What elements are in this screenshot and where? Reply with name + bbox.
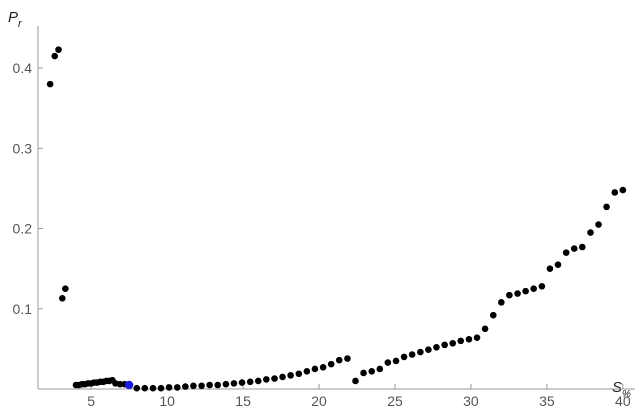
data-point (327, 360, 335, 368)
data-point (311, 365, 319, 373)
data-point (198, 382, 205, 390)
data-point (222, 380, 230, 388)
data-point (514, 290, 521, 297)
data-point (611, 189, 619, 196)
data-point (619, 186, 627, 194)
data-point (51, 52, 59, 60)
y-tick-label: 0.1 (13, 301, 33, 317)
data-point (149, 384, 157, 392)
data-point (400, 353, 408, 361)
data-point (376, 365, 384, 373)
x-tick-label: 5 (87, 393, 95, 409)
data-point (449, 339, 457, 347)
y-label-main: P (8, 9, 18, 26)
data-point (538, 283, 546, 290)
data-point (279, 373, 286, 381)
data-point (238, 379, 246, 386)
data-point (360, 369, 367, 377)
data-point (62, 285, 69, 293)
data-point (498, 299, 505, 306)
data-point (603, 203, 610, 211)
data-point (554, 261, 562, 268)
x-label-sub: % (622, 389, 631, 400)
x-tick-label: 25 (387, 393, 403, 409)
data-point (352, 377, 359, 385)
data-point (441, 341, 448, 349)
x-tick-label: 40 (615, 393, 631, 409)
data-point (522, 287, 529, 295)
data-point (546, 265, 554, 272)
data-point (587, 229, 594, 236)
data-point (55, 46, 62, 53)
x-axis-label: S% (612, 379, 631, 400)
data-point (214, 381, 222, 389)
data-point (46, 80, 54, 88)
data-point (303, 368, 311, 375)
data-point (335, 356, 343, 364)
data-point (230, 380, 238, 387)
data-point (271, 375, 278, 382)
data-point (190, 382, 197, 390)
data-point (116, 380, 124, 388)
data-point (263, 376, 270, 383)
data-point (141, 384, 149, 392)
y-tick-label: 0.3 (13, 140, 33, 156)
data-point (570, 245, 578, 252)
x-label-main: S (612, 379, 622, 396)
data-point (124, 380, 134, 390)
data-point (344, 355, 351, 362)
data-point (368, 368, 376, 375)
data-point (319, 364, 327, 371)
data-point (562, 249, 570, 256)
data-point (182, 383, 189, 390)
data-point (206, 381, 213, 389)
x-tick-label: 35 (539, 393, 555, 409)
data-point (506, 291, 513, 299)
x-tick-label: 20 (311, 393, 327, 409)
data-point (59, 295, 66, 302)
data-point (287, 372, 294, 379)
data-point (465, 335, 473, 343)
data-point (481, 325, 489, 333)
data-point (457, 337, 465, 345)
data-point (433, 343, 440, 351)
y-tick-label: 0.2 (13, 221, 33, 237)
data-point (295, 370, 303, 378)
data-point (246, 378, 254, 386)
data-point (165, 384, 173, 391)
data-point (489, 311, 497, 319)
data-point (595, 221, 602, 228)
data-point (578, 243, 586, 251)
data-point (473, 334, 481, 341)
y-axis-label: Pr (8, 9, 23, 30)
y-tick-label: 0.4 (13, 60, 33, 76)
x-tick-label: 10 (159, 393, 175, 409)
y-label-sub: r (18, 18, 23, 30)
data-point (392, 357, 400, 365)
data-point (174, 384, 181, 391)
data-point (417, 348, 424, 356)
data-point (157, 384, 165, 392)
data-point (384, 359, 392, 366)
x-tick-label: 30 (463, 393, 479, 409)
data-point (133, 384, 141, 392)
data-point (408, 351, 416, 358)
data-point (254, 377, 262, 385)
data-point (425, 346, 432, 353)
x-tick-label: 15 (235, 393, 251, 409)
data-point (530, 285, 537, 293)
